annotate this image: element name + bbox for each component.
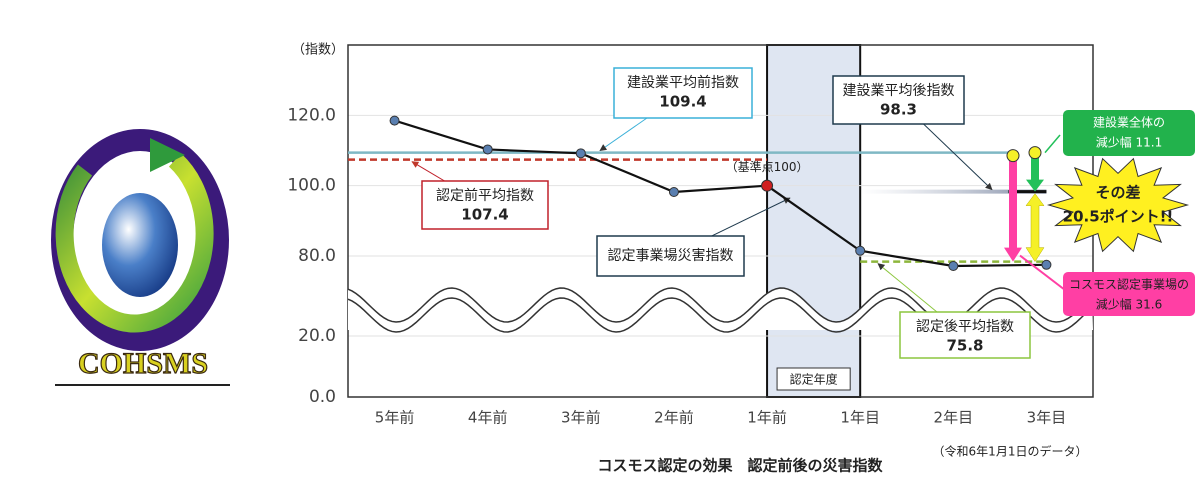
callout-title: 建設業平均後指数	[843, 83, 955, 99]
y-tick-label: 20.0	[298, 326, 336, 346]
logo: COHSMS	[51, 129, 230, 386]
data-point	[668, 186, 679, 197]
annotation-text: 20.5ポイント!!	[1063, 208, 1174, 226]
callout-box	[832, 75, 965, 125]
annotation-text: 減少幅 31.6	[1096, 297, 1163, 312]
band-label-box	[776, 367, 851, 391]
marker-dot	[1028, 146, 1042, 160]
callout-value: 98.3	[880, 101, 917, 119]
data-point	[761, 179, 774, 192]
data-point	[855, 245, 866, 256]
x-tick-label: 2年前	[654, 409, 694, 427]
callout-title: 建設業平均前指数	[627, 74, 739, 91]
annotation-pointer	[1044, 134, 1061, 154]
y-tick-label: 100.0	[287, 176, 336, 196]
callout-title: 認定事業場災害指数	[608, 248, 734, 264]
y-tick-label: 0.0	[309, 387, 336, 407]
data-point	[1041, 259, 1052, 270]
band-label: 認定年度	[790, 372, 838, 387]
starburst	[1046, 157, 1190, 253]
x-tick-label: 3年目	[1027, 409, 1067, 427]
annotation-box	[1063, 272, 1195, 316]
green-arrow	[1026, 152, 1044, 192]
callout-box	[613, 67, 753, 119]
x-tick-label: 2年目	[934, 409, 974, 427]
note: （令和6年1月1日のデータ）	[933, 444, 1088, 459]
marker-dot	[1006, 149, 1020, 163]
x-tick-label: 1年目	[840, 409, 880, 427]
x-tick-label: 1年前	[747, 409, 787, 427]
base-label: （基準点100）	[726, 159, 809, 174]
y-tick-label: 120.0	[287, 105, 336, 125]
annotation-pointer	[1019, 254, 1066, 291]
data-point	[948, 261, 959, 271]
annotation-text: 建設業全体の	[1093, 115, 1165, 130]
pink-arrow	[1004, 152, 1022, 262]
yellow-arrow	[1025, 193, 1045, 263]
callout-title: 認定前平均指数	[436, 187, 534, 204]
x-tick-label: 4年前	[468, 409, 508, 427]
callout-value: 109.4	[659, 93, 706, 111]
logo-text: COHSMS	[78, 347, 208, 380]
callout-box	[596, 235, 745, 277]
callout-box	[899, 311, 1031, 359]
x-tick-label: 3年前	[561, 409, 601, 427]
y-axis-label: （指数）	[292, 43, 344, 58]
annotation-text: その差	[1095, 184, 1140, 202]
x-tick-label: 5年前	[375, 409, 415, 427]
callout-title: 認定後平均指数	[916, 319, 1014, 335]
callout-box	[421, 180, 549, 230]
callout-value: 107.4	[461, 206, 508, 224]
data-point	[575, 148, 586, 159]
annotation-text: コスモス認定事業場の	[1069, 277, 1189, 292]
data-point	[389, 115, 400, 126]
annotation-text: 減少幅 11.1	[1096, 135, 1163, 150]
y-tick-label: 80.0	[298, 246, 336, 266]
data-point	[482, 144, 493, 155]
axis-break-line	[347, 287, 1093, 323]
callout-value: 75.8	[946, 337, 983, 355]
series-line	[394, 119, 1047, 268]
chart-title: コスモス認定の効果 認定前後の災害指数	[597, 457, 883, 475]
annotation-box	[1063, 110, 1195, 156]
